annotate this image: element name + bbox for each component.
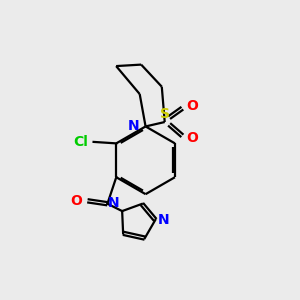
Text: O: O <box>186 131 198 145</box>
Text: S: S <box>160 106 170 121</box>
Text: O: O <box>186 99 198 113</box>
Text: N: N <box>158 213 169 227</box>
Text: Cl: Cl <box>74 135 88 149</box>
Text: N: N <box>128 119 139 134</box>
Text: O: O <box>70 194 83 208</box>
Text: N: N <box>108 196 119 210</box>
